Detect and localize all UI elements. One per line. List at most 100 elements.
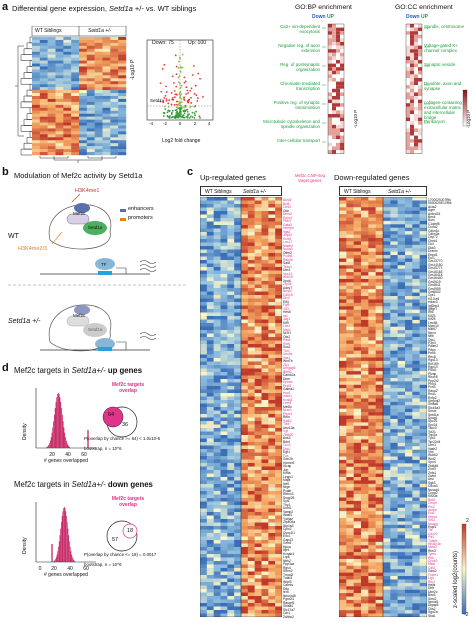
histogram-bar: [56, 554, 58, 562]
gene-label: Sgk3: [428, 480, 436, 485]
gene-label: Pcdh8: [283, 254, 293, 258]
volcano-point: [183, 96, 185, 99]
volcano-points: [159, 53, 204, 119]
gene-label: Fbln7: [283, 219, 292, 223]
volcano-point: [193, 92, 196, 95]
gene-label: Itga2: [283, 229, 291, 234]
h3k4me1-label: H3K4me1: [75, 188, 100, 194]
histogram-bar: [69, 446, 70, 448]
volcano-point: [174, 116, 176, 119]
volcano-point: [165, 91, 168, 93]
panel-d-letter: d: [2, 362, 9, 374]
down-col-header: WT Siblings Setd1a +/-: [339, 186, 427, 196]
gene-label: Top2a: [428, 433, 437, 438]
gene-label: Pbk: [428, 555, 434, 560]
gene-label: Nexn: [428, 330, 436, 335]
down-genes-heatmap: [339, 197, 427, 617]
gene-label: Arsi: [428, 477, 434, 482]
histogram-bar: [54, 560, 56, 562]
volcano-point: [193, 116, 196, 119]
gene-label: Sgo2a: [428, 610, 438, 615]
volcano-point: [188, 117, 191, 119]
gene-label: Hcn1: [283, 390, 291, 395]
gene-label: Lrp8: [283, 555, 290, 559]
volcano-point: [178, 75, 181, 78]
gene-label: Igf2bp3: [428, 303, 439, 308]
go-term: Spindle, centrosome: [424, 24, 465, 29]
volcano-xtick: -4: [149, 121, 153, 126]
histogram-bar: [53, 561, 54, 562]
gene-label: Dlg4: [283, 446, 290, 451]
gene-label: Dlx2: [283, 296, 290, 300]
gene-label: Cplx2: [283, 527, 292, 531]
volcano-point: [184, 104, 187, 107]
gene-label: Cep72: [428, 235, 438, 240]
gene-label: Ccna2: [428, 490, 438, 495]
gene-label: Mcm2: [428, 545, 437, 550]
down-bootstrap: bootstrap, n = 10^6: [84, 562, 122, 567]
gene-label: Ccnb2: [428, 559, 438, 564]
gene-label: Dync1i1: [283, 530, 295, 535]
het-label: Setd1a +/-: [8, 318, 41, 325]
gene-label: Plod1: [428, 368, 437, 373]
gene-label: Ntrk2: [283, 558, 291, 563]
volcano-point: [189, 89, 192, 92]
gene-label: Slc44a3: [428, 405, 440, 410]
gene-label: Tead1: [283, 264, 292, 269]
histogram-bar: [69, 546, 71, 562]
heat-label-het: Setd1a +/-: [88, 28, 112, 34]
volcano-point: [179, 101, 182, 104]
volcano-point: [178, 82, 181, 85]
histogram-bar: [62, 421, 64, 448]
volcano-point: [181, 66, 184, 69]
gene-label: Grm5: [283, 541, 292, 545]
volcano-point: [175, 85, 178, 88]
volcano-point: [178, 60, 180, 63]
up-bootstrap-plot: 20 40 60: [35, 388, 138, 458]
gene-label: Zic1: [283, 362, 290, 367]
volcano-point: [163, 97, 166, 99]
histogram-bar: [54, 408, 56, 448]
gene-label: Kcnt1: [283, 236, 292, 241]
gene-label: Gap43: [283, 537, 293, 542]
gene-label: Il1rap: [283, 464, 292, 468]
volcano-point: [186, 108, 189, 111]
wt-model: [40, 193, 157, 275]
gene-label: Arhgap5: [283, 366, 296, 370]
histogram-bar: [47, 446, 49, 448]
volcano-point: [197, 72, 200, 75]
volcano-point: [188, 98, 191, 101]
gene-label: Bub1: [428, 497, 436, 502]
gene-label: Stmn2: [283, 569, 293, 573]
histogram-bar: [58, 541, 60, 562]
histogram-bar: [50, 437, 52, 448]
gene-label: Dhfr: [428, 586, 435, 591]
gene-label: Rgs13: [428, 358, 438, 363]
gene-label: Nfib: [428, 334, 434, 339]
histogram-bar: [55, 558, 56, 562]
gene-label: Foxm1: [428, 572, 439, 577]
gene-label: Kcnq3: [283, 397, 293, 402]
panel-a-title: Differential gene expression, Setd1a +/-…: [12, 4, 197, 13]
down-venn-overlap: 18: [127, 528, 134, 534]
gene-label: Borx: [428, 218, 435, 223]
gene-label: Tpx2: [428, 436, 436, 441]
gene-label: Smox: [428, 409, 437, 414]
volcano-point: [177, 67, 180, 69]
gene-label: Gm14150: [428, 262, 443, 267]
volcano-point: [165, 99, 168, 102]
histogram-bar: [72, 558, 74, 562]
gene-label: Insm1: [283, 394, 292, 398]
gene-label: Eepd1: [428, 252, 438, 257]
gene-label: Zwint: [428, 473, 436, 478]
gene-label: Pvalb: [283, 488, 292, 493]
gene-label: Pex5: [428, 351, 436, 356]
gene-label: Fos: [283, 453, 289, 458]
gene-label: Msx1: [283, 327, 291, 332]
gene-label: Nrgn: [283, 485, 291, 489]
gocc-title: GO:CC enrichment: [395, 4, 453, 11]
volcano-point: [199, 116, 201, 119]
volcano-point: [160, 90, 163, 93]
gene-label: Jag1: [283, 317, 291, 321]
gene-label: Xpo4: [428, 460, 436, 465]
